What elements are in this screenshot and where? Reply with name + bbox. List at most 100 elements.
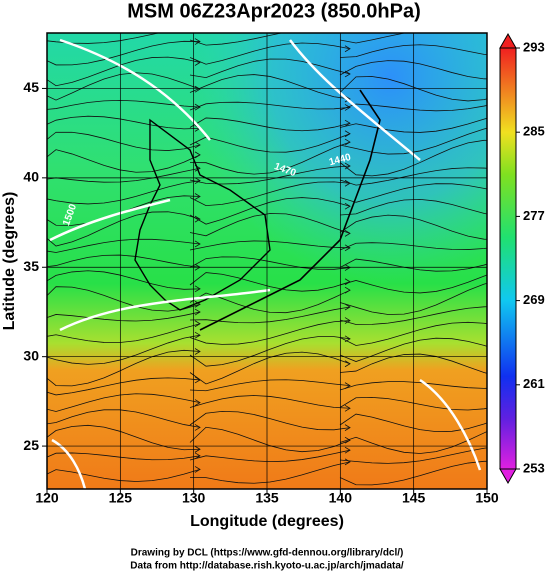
streamline: [189, 133, 351, 153]
y-tick-label: 40: [23, 169, 39, 185]
stream-arrow: [495, 138, 500, 144]
streamline: [189, 449, 351, 462]
y-tick-label: 35: [23, 258, 39, 274]
stream-arrow: [344, 95, 351, 103]
stream-arrow: [495, 166, 500, 172]
streamline: [189, 426, 351, 453]
streamline: [339, 337, 487, 362]
plot-area: [47, 23, 500, 489]
stream-arrow: [194, 193, 201, 200]
streamline: [339, 321, 487, 346]
streamline: [339, 431, 487, 454]
stream-arrow: [495, 123, 500, 129]
stream-arrow: [344, 286, 351, 294]
x-tick-label: 125: [109, 490, 133, 506]
stream-arrow: [344, 244, 351, 252]
stream-arrow: [344, 202, 351, 210]
x-tick-label: 140: [329, 490, 353, 506]
stream-arrow: [495, 458, 500, 464]
streamline: [189, 58, 351, 79]
coastline: [134, 118, 271, 311]
credit: Drawing by DCL (https://www.gfd-dennou.o…: [131, 548, 404, 559]
stream-arrow: [495, 277, 500, 283]
stream-arrow: [194, 285, 201, 293]
stream-arrow: [344, 179, 351, 187]
stream-arrow: [344, 317, 351, 324]
streamline: [189, 33, 284, 46]
stream-arrow: [495, 54, 500, 60]
streamline: [339, 413, 487, 432]
stream-arrow: [194, 348, 201, 355]
stream-arrow: [495, 403, 500, 409]
streamline: [189, 213, 351, 237]
stream-arrow: [194, 141, 201, 149]
streamline: [189, 395, 351, 409]
colorbar-tick-label: 277: [523, 208, 545, 223]
streamline: [339, 44, 487, 58]
stream-arrow: [344, 446, 351, 454]
streamline: [339, 76, 487, 102]
streamline: [339, 139, 487, 177]
streamline: [339, 396, 487, 411]
streamline: [339, 127, 487, 155]
stream-arrow: [195, 23, 200, 29]
streamline: [339, 198, 487, 216]
x-tick-label: 135: [255, 490, 279, 506]
streamline: [189, 117, 351, 132]
streamline: [189, 181, 351, 207]
streamline: [339, 103, 487, 112]
stream-arrow: [194, 452, 201, 460]
stream-arrow: [495, 112, 500, 118]
stream-arrow: [194, 215, 201, 223]
stream-arrow: [495, 243, 500, 249]
stream-arrow: [495, 267, 500, 273]
stream-arrow: [495, 323, 500, 329]
streamline: [339, 353, 487, 374]
stream-arrow: [194, 151, 201, 159]
stream-arrow: [495, 236, 500, 242]
stream-arrow: [495, 304, 500, 310]
streamline: [339, 274, 487, 294]
stream-arrow: [344, 230, 351, 237]
x-tick-label: 130: [182, 490, 206, 506]
streamline: [339, 167, 487, 186]
stream-arrow: [194, 466, 201, 473]
streamline: [339, 381, 487, 391]
streamline: [339, 214, 487, 240]
stream-arrow: [344, 138, 351, 146]
y-tick-label: 25: [23, 437, 39, 453]
stream-arrow: [194, 445, 201, 453]
stream-arrow: [495, 214, 500, 220]
colorbar-tick-label: 285: [523, 124, 545, 139]
stream-arrow: [495, 423, 500, 429]
stream-arrow: [194, 300, 201, 308]
stream-arrow: [344, 162, 351, 170]
stream-arrow: [495, 30, 500, 36]
stream-arrow: [194, 320, 201, 328]
title: MSM 06Z23Apr2023 (850.0hPa): [127, 0, 420, 22]
streamline: [189, 336, 351, 367]
streamline: [189, 411, 351, 431]
y-tick-label: 30: [23, 347, 39, 363]
stream-arrow: [344, 104, 351, 111]
stream-arrow: [194, 331, 201, 339]
stream-arrow: [344, 45, 351, 53]
stream-arrow: [344, 335, 351, 343]
colorbar-extend-bottom: [499, 468, 517, 485]
stream-arrow: [344, 303, 351, 311]
stream-arrow: [495, 385, 500, 391]
stream-arrow: [345, 25, 350, 31]
streamline: [189, 74, 351, 100]
streamline: [189, 272, 351, 292]
stream-arrow: [495, 257, 500, 263]
stream-arrow: [495, 189, 500, 195]
colorbar-tick-label: 293: [523, 39, 545, 54]
stream-arrow: [495, 76, 500, 82]
x-tick-label: 145: [402, 490, 426, 506]
x-tick-label: 120: [35, 490, 59, 506]
stream-arrow: [344, 458, 351, 466]
stream-arrow: [194, 308, 201, 316]
streamline: [339, 117, 487, 133]
credit: Data from http://database.rish.kyoto-u.a…: [130, 561, 404, 572]
